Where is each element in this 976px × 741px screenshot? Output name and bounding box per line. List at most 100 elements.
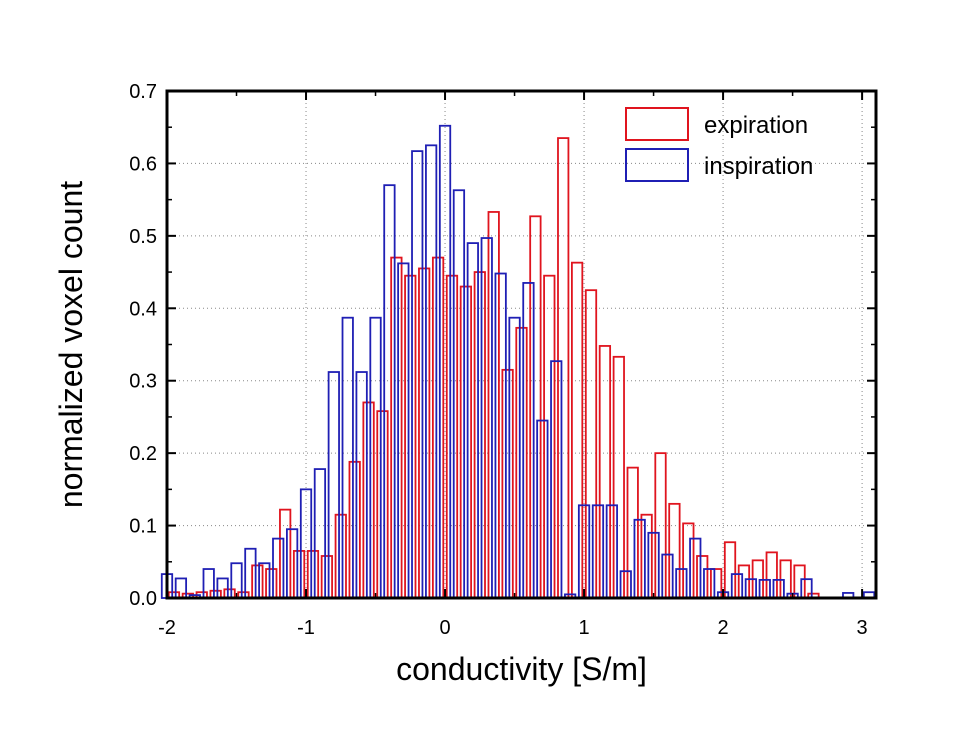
expiration-bar [501, 368, 514, 599]
expiration-bar [557, 137, 570, 599]
expiration-bar [640, 513, 653, 599]
inspiration-bar [216, 577, 229, 599]
inspiration-bar [605, 504, 618, 599]
expiration-bar [710, 568, 723, 599]
expiration-bar [334, 513, 347, 599]
inspiration-bar [758, 578, 771, 599]
expiration-bar [473, 271, 486, 599]
expiration-bar [265, 568, 278, 599]
expiration-bar [737, 564, 751, 599]
x-tick-label: 2 [718, 617, 729, 639]
inspiration-bar [661, 553, 674, 599]
inspiration-bar [383, 184, 396, 599]
expiration-bar [404, 274, 417, 599]
expiration-bar [306, 550, 320, 599]
legend-swatch-expiration [625, 107, 689, 141]
inspiration-bar [800, 578, 813, 599]
series-inspiration [160, 124, 876, 599]
expiration-bar [418, 267, 431, 599]
inspiration-bar [703, 568, 716, 599]
y-tick-label: 0.5 [129, 226, 157, 248]
expiration-bar [320, 555, 333, 599]
y-tick-label: 0.3 [129, 371, 157, 393]
series-expiration [167, 137, 820, 599]
expiration-bar [543, 274, 556, 599]
inspiration-bar [633, 518, 646, 599]
inspiration-bar [452, 189, 466, 599]
axis-ticks [166, 90, 876, 599]
inspiration-bar [675, 568, 688, 599]
expiration-bar [668, 502, 681, 599]
inspiration-bar [536, 419, 549, 599]
expiration-bar [612, 355, 625, 599]
inspiration-bar [591, 504, 605, 599]
inspiration-bar [494, 272, 507, 599]
legend-swatch-inspiration [625, 148, 689, 182]
y-tick-label: 0.6 [129, 153, 157, 175]
inspiration-bar [244, 547, 257, 599]
expiration-bar [251, 564, 264, 599]
expiration-bar [279, 508, 292, 599]
inspiration-bar [744, 578, 757, 599]
x-tick-label: 3 [857, 617, 868, 639]
inspiration-bar [480, 237, 493, 599]
legend-label-expiration: expiration [704, 112, 808, 139]
expiration-bar [487, 211, 500, 599]
expiration-bar [584, 289, 598, 599]
tick-labels: -2 -1 0 1 2 3 0.0 0.1 0.2 0.3 0.4 0.5 0.6 0.7 [129, 81, 867, 639]
expiration-bar [348, 460, 361, 599]
expiration-bar [570, 261, 584, 599]
inspiration-bar [174, 577, 188, 599]
inspiration-bar [286, 528, 299, 599]
expiration-bar [376, 410, 389, 599]
inspiration-bar [522, 282, 535, 599]
inspiration-bar [689, 537, 702, 599]
grid [167, 91, 876, 598]
y-tick-label: 0.7 [129, 81, 157, 103]
inspiration-bar [730, 573, 744, 599]
inspiration-bar [647, 531, 660, 599]
x-tick-label: -2 [158, 617, 176, 639]
inspiration-bar [425, 144, 438, 599]
inspiration-bar [355, 371, 368, 599]
inspiration-bar [341, 316, 354, 599]
x-tick-label: -1 [297, 617, 315, 639]
inspiration-bar [619, 570, 632, 599]
inspiration-bar [202, 568, 215, 599]
expiration-bar [445, 274, 459, 599]
legend-label-inspiration: inspiration [704, 153, 813, 180]
expiration-bar [654, 452, 667, 599]
inspiration-bar [369, 316, 382, 599]
expiration-bar [682, 522, 695, 599]
inspiration-bar [772, 578, 785, 599]
expiration-bar [626, 466, 639, 599]
x-axis-title: conductivity [S/m] [396, 651, 647, 687]
expiration-bar [765, 551, 778, 599]
y-tick-label: 0.0 [129, 588, 157, 610]
inspiration-bar [397, 262, 410, 599]
x-tick-label: 0 [439, 617, 450, 639]
expiration-bar [362, 401, 375, 599]
expiration-bar [723, 541, 737, 599]
expiration-bar [515, 326, 528, 599]
legend: expiration inspiration [625, 107, 813, 182]
bars [160, 124, 876, 599]
y-axis-title: normalized voxel count [53, 181, 89, 508]
inspiration-bar [327, 371, 340, 599]
x-tick-label: 1 [578, 617, 589, 639]
inspiration-bar [313, 468, 327, 599]
inspiration-bar [508, 316, 521, 599]
expiration-bar [390, 256, 403, 599]
expiration-bar [459, 285, 473, 599]
inspiration-bar [466, 242, 479, 599]
inspiration-bar [411, 150, 424, 599]
y-tick-label: 0.2 [129, 443, 157, 465]
expiration-bar [292, 550, 306, 599]
expiration-bar [696, 555, 709, 599]
expiration-bar [431, 256, 445, 599]
y-tick-label: 0.1 [129, 516, 157, 538]
expiration-bar [529, 215, 542, 599]
inspiration-bar [550, 360, 563, 599]
